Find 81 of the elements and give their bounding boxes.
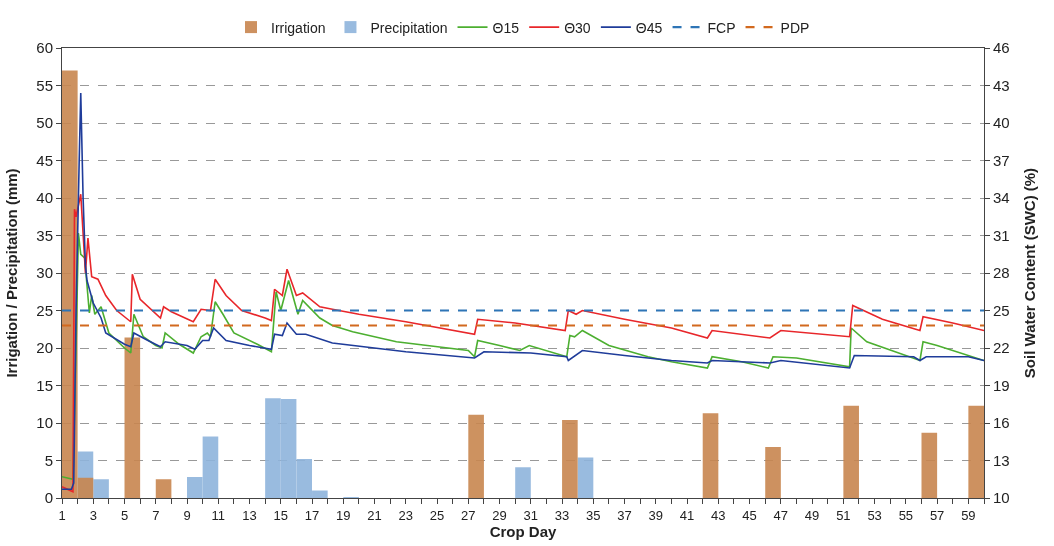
bar bbox=[968, 405, 984, 498]
x-axis-title: Crop Day bbox=[489, 522, 557, 540]
x-tick-label: 53 bbox=[867, 507, 882, 523]
x-tick-label: 11 bbox=[211, 507, 226, 523]
y2-tick-label: 28 bbox=[993, 264, 1010, 282]
bar bbox=[843, 405, 859, 498]
legend-label: Θ45 bbox=[635, 19, 663, 36]
bar bbox=[921, 432, 938, 498]
x-tick-label: 29 bbox=[492, 507, 507, 523]
y2-tick-label: 34 bbox=[993, 189, 1010, 207]
x-tick-label: 51 bbox=[836, 507, 851, 523]
y-tick-label: 5 bbox=[44, 451, 53, 469]
y-tick-label: 0 bbox=[44, 489, 53, 507]
x-tick-label: 1 bbox=[58, 507, 66, 523]
y-axis-title: Irrigation / Precipitation (mm) bbox=[2, 168, 20, 378]
legend-label: Θ30 bbox=[564, 19, 591, 36]
y-tick-label: 55 bbox=[36, 76, 53, 94]
y-tick-label: 15 bbox=[36, 376, 53, 394]
legend-label: Θ15 bbox=[492, 19, 520, 36]
x-tick-label: 5 bbox=[120, 507, 129, 523]
bar bbox=[577, 457, 594, 498]
x-tick-label: 27 bbox=[461, 507, 476, 523]
y-tick-label: 50 bbox=[36, 114, 53, 132]
x-tick-label: 3 bbox=[89, 507, 97, 523]
bar bbox=[702, 413, 719, 498]
bar bbox=[562, 420, 578, 498]
y-tick-label: 30 bbox=[36, 264, 53, 282]
y2-tick-label: 19 bbox=[993, 376, 1010, 394]
y2-tick-label: 22 bbox=[993, 339, 1010, 357]
y-tick-label: 40 bbox=[36, 189, 53, 207]
x-tick-label: 19 bbox=[336, 507, 351, 523]
y2-tick-label: 16 bbox=[993, 414, 1010, 432]
x-tick-label: 9 bbox=[183, 507, 191, 523]
y-tick-label: 10 bbox=[36, 414, 53, 432]
legend-label: PDP bbox=[780, 19, 810, 36]
x-tick-label: 45 bbox=[742, 507, 757, 523]
x-tick-label: 15 bbox=[273, 507, 289, 523]
y2-tick-label: 37 bbox=[993, 151, 1010, 169]
legend-label: Irrigation bbox=[271, 19, 326, 36]
line-series bbox=[62, 92, 984, 491]
y2-tick-label: 31 bbox=[993, 226, 1010, 244]
y-tick-label: 25 bbox=[36, 301, 53, 319]
x-tick-label: 33 bbox=[554, 507, 570, 523]
bar bbox=[124, 337, 141, 498]
y2-tick-label: 10 bbox=[993, 489, 1010, 507]
bar bbox=[468, 414, 484, 498]
x-tick-label: 41 bbox=[679, 507, 695, 523]
x-tick-label: 47 bbox=[773, 507, 789, 523]
y2-axis-title: Soil Water Content (SWC) (%) bbox=[1020, 167, 1038, 379]
y-tick-label: 45 bbox=[36, 151, 53, 169]
y-tick-label: 60 bbox=[36, 39, 53, 57]
x-tick-label: 59 bbox=[961, 507, 976, 523]
x-tick-label: 35 bbox=[586, 507, 601, 523]
x-tick-label: 37 bbox=[617, 507, 632, 523]
y2-tick-label: 46 bbox=[993, 39, 1010, 57]
bar bbox=[765, 447, 781, 498]
x-tick-label: 57 bbox=[929, 507, 945, 523]
x-tick-label: 31 bbox=[523, 507, 539, 523]
legend-label: FCP bbox=[707, 19, 736, 36]
x-tick-label: 49 bbox=[804, 507, 820, 523]
x-tick-label: 39 bbox=[648, 507, 664, 523]
x-tick-label: 21 bbox=[367, 507, 382, 523]
x-tick-label: 43 bbox=[711, 507, 726, 523]
x-tick-label: 7 bbox=[152, 507, 160, 523]
y2-tick-label: 13 bbox=[993, 451, 1010, 469]
y2-tick-label: 25 bbox=[993, 301, 1010, 319]
bar bbox=[93, 479, 109, 498]
y-tick-label: 20 bbox=[36, 339, 53, 357]
legend-label: Precipitation bbox=[370, 19, 448, 36]
x-tick-label: 55 bbox=[898, 507, 914, 523]
x-tick-label: 17 bbox=[304, 507, 320, 523]
line-series bbox=[62, 193, 984, 493]
x-tick-label: 23 bbox=[398, 507, 414, 523]
x-tick-label: 13 bbox=[242, 507, 257, 523]
line-series bbox=[62, 232, 984, 481]
y-tick-label: 35 bbox=[36, 226, 53, 244]
y2-tick-label: 40 bbox=[993, 114, 1010, 132]
bar bbox=[515, 467, 531, 498]
bar bbox=[155, 479, 172, 498]
x-tick-label: 25 bbox=[429, 507, 445, 523]
y2-tick-label: 43 bbox=[993, 76, 1010, 94]
